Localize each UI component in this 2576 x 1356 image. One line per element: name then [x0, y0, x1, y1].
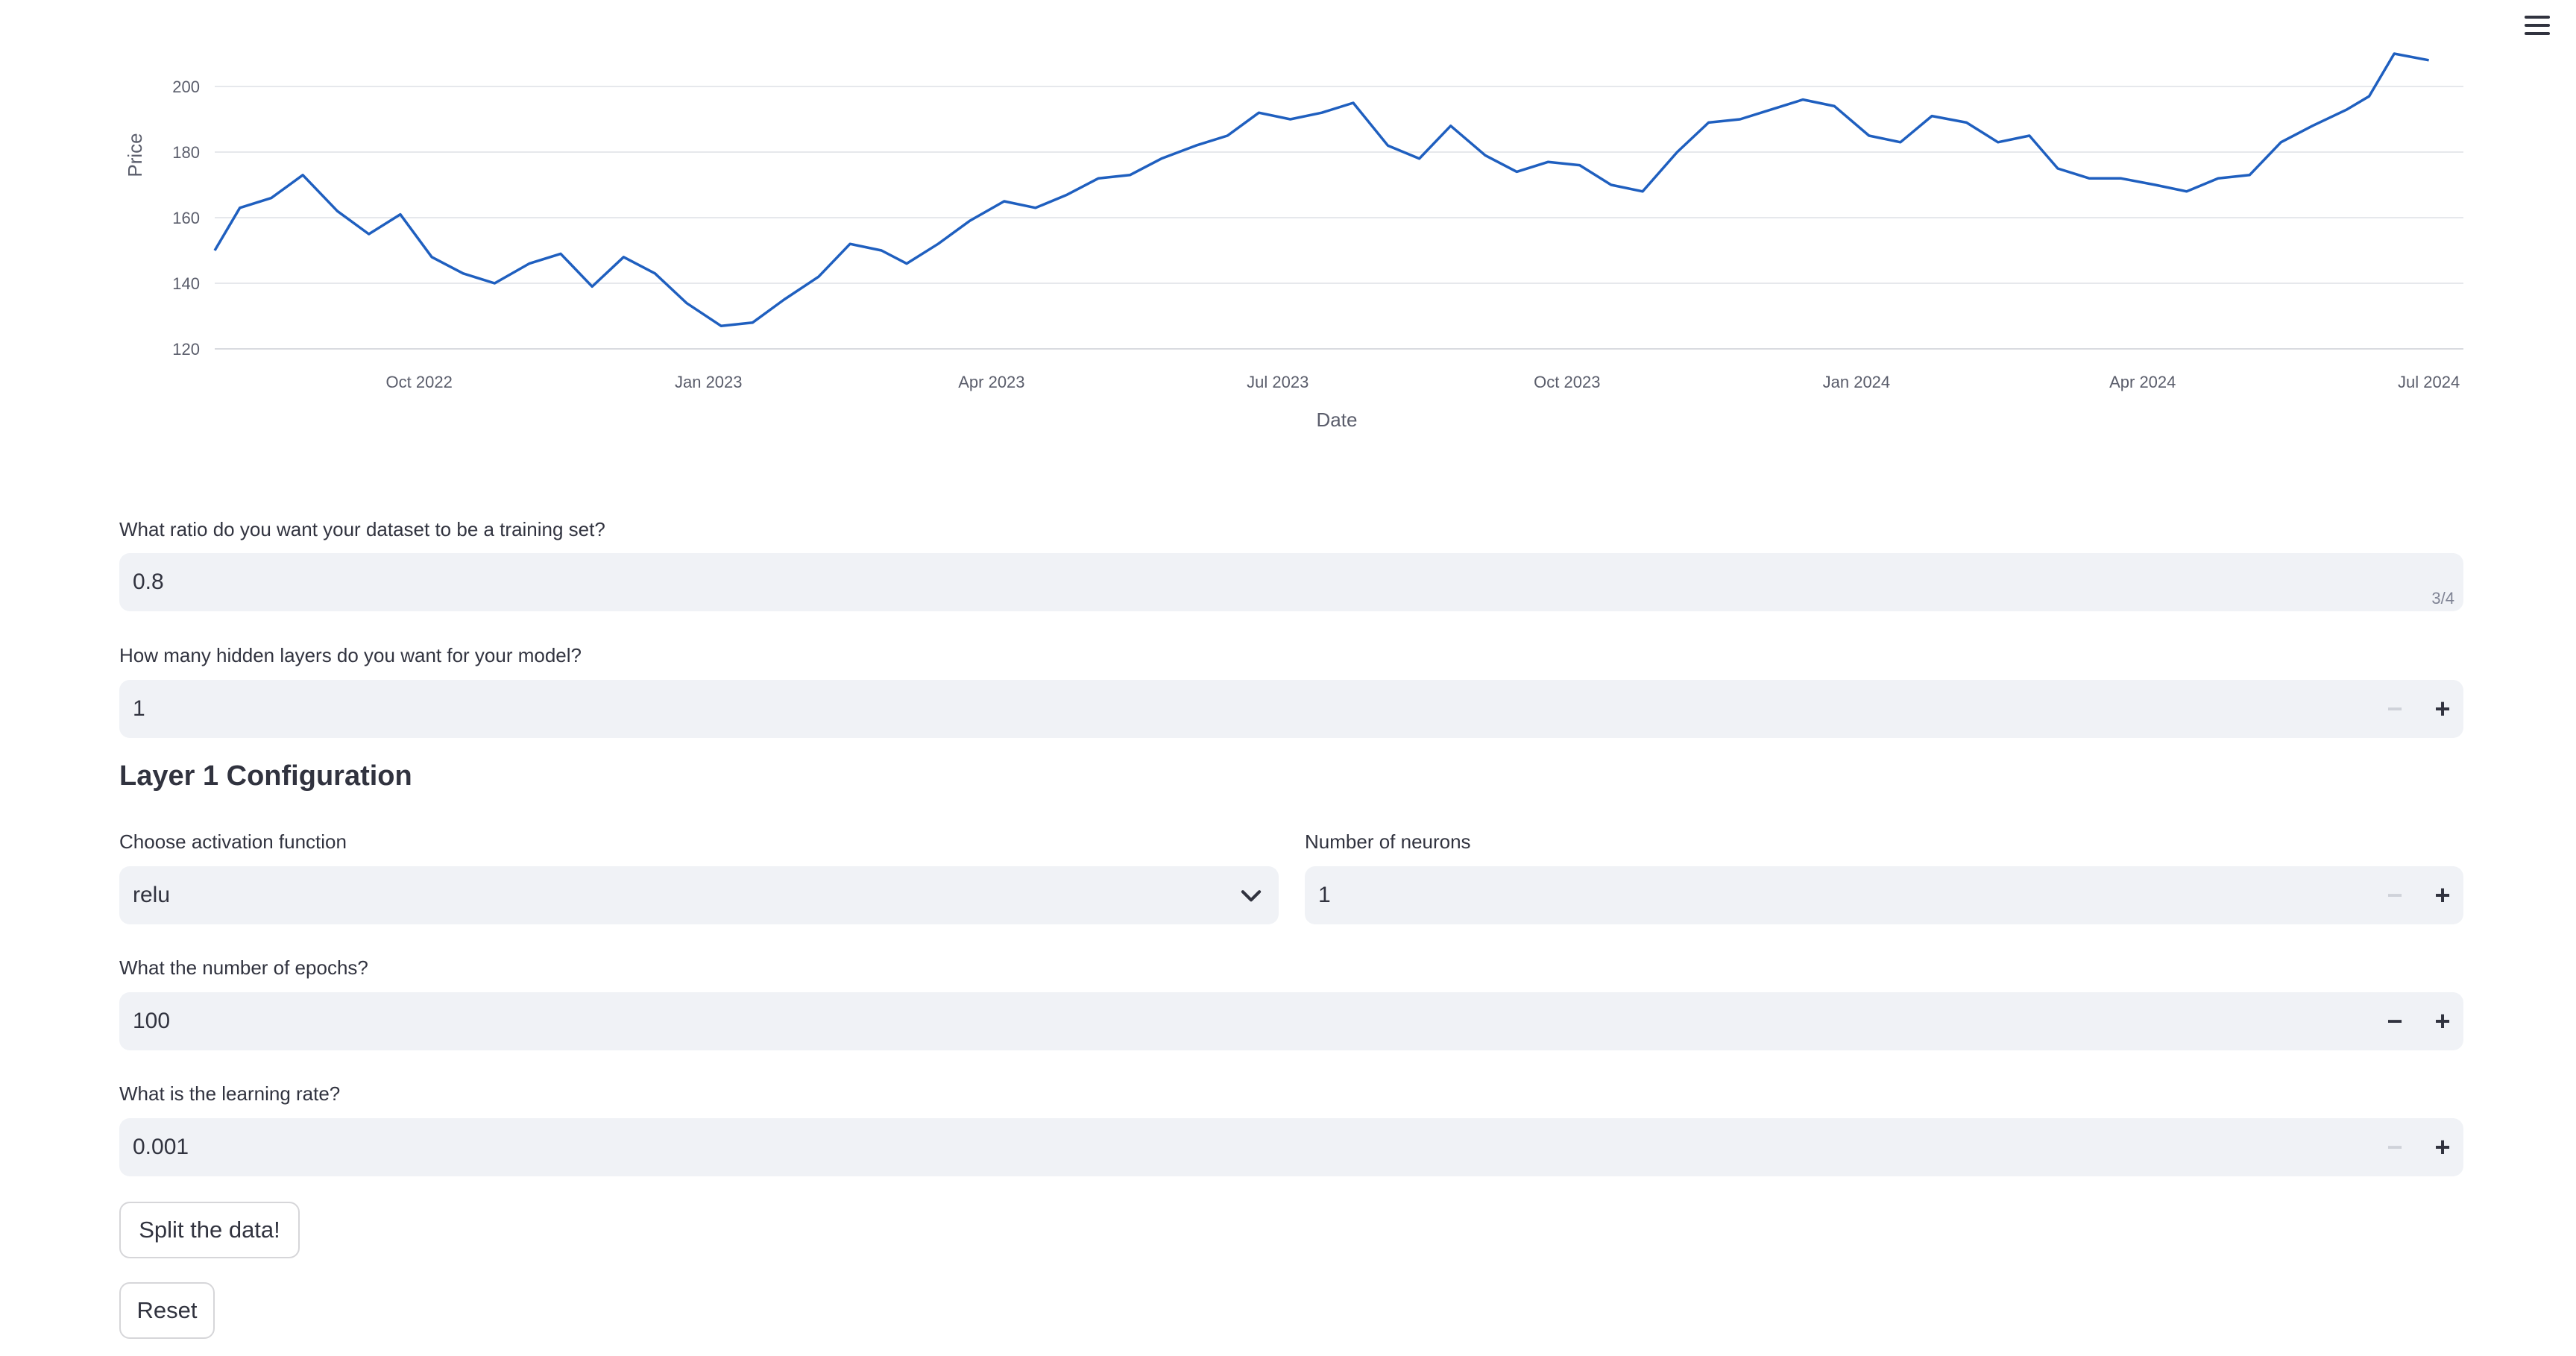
y-tick-label: 200	[172, 78, 200, 96]
activation-value[interactable]: relu	[133, 883, 170, 908]
price-series-line	[215, 54, 2429, 326]
layer-heading: Layer 1 Configuration	[119, 760, 412, 792]
ratio-input[interactable]: 0.8 3/4	[119, 553, 2463, 611]
learning-rate-input[interactable]: 0.001 − +	[119, 1118, 2463, 1176]
x-tick-label: Jan 2024	[1823, 373, 1891, 391]
hidden-layers-input[interactable]: 1 − +	[119, 680, 2463, 738]
x-tick-label: Apr 2023	[958, 373, 1024, 391]
neurons-decrement-button[interactable]: −	[2374, 866, 2416, 924]
y-tick-label: 120	[172, 340, 200, 359]
x-tick-label: Jul 2024	[2398, 373, 2460, 391]
activation-label: Choose activation function	[119, 830, 347, 854]
x-tick-label: Oct 2023	[1534, 373, 1600, 391]
learning-rate-decrement-button[interactable]: −	[2374, 1118, 2416, 1176]
hidden-layers-value[interactable]: 1	[133, 696, 145, 722]
neurons-input[interactable]: 1 − +	[1305, 866, 2463, 924]
epochs-value[interactable]: 100	[133, 1009, 170, 1034]
learning-rate-label: What is the learning rate?	[119, 1082, 340, 1106]
x-tick-label: Jan 2023	[675, 373, 743, 391]
epochs-input[interactable]: 100 − +	[119, 992, 2463, 1050]
reset-button[interactable]: Reset	[119, 1282, 215, 1339]
hidden-layers-decrement-button[interactable]: −	[2374, 680, 2416, 738]
epochs-increment-button[interactable]: +	[2422, 992, 2463, 1050]
neurons-value[interactable]: 1	[1318, 883, 1331, 908]
epochs-decrement-button[interactable]: −	[2374, 992, 2416, 1050]
neurons-label: Number of neurons	[1305, 830, 1471, 854]
ratio-value[interactable]: 0.8	[133, 570, 164, 595]
activation-select[interactable]: relu	[119, 866, 1279, 924]
epochs-label: What the number of epochs?	[119, 956, 368, 980]
price-chart: 120 140 160 180 200 Oct 2022 Jan 2023 Apr 2023…	[0, 0, 2576, 447]
split-data-button[interactable]: Split the data!	[119, 1202, 300, 1258]
neurons-increment-button[interactable]: +	[2422, 866, 2463, 924]
y-tick-label: 180	[172, 143, 200, 162]
x-tick-label: Apr 2024	[2109, 373, 2176, 391]
x-tick-label: Jul 2023	[1247, 373, 1309, 391]
hidden-layers-increment-button[interactable]: +	[2422, 680, 2463, 738]
ratio-counter: 3/4	[2431, 589, 2454, 608]
learning-rate-value[interactable]: 0.001	[133, 1135, 189, 1160]
y-axis-label: Price	[124, 133, 146, 177]
y-tick-label: 140	[172, 274, 200, 293]
x-tick-label: Oct 2022	[386, 373, 453, 391]
x-axis-label: Date	[1317, 409, 1358, 431]
ratio-label: What ratio do you want your dataset to b…	[119, 518, 605, 541]
chevron-down-icon[interactable]	[1237, 881, 1265, 909]
learning-rate-increment-button[interactable]: +	[2422, 1118, 2463, 1176]
y-tick-label: 160	[172, 209, 200, 227]
hidden-layers-label: How many hidden layers do you want for y…	[119, 644, 582, 667]
